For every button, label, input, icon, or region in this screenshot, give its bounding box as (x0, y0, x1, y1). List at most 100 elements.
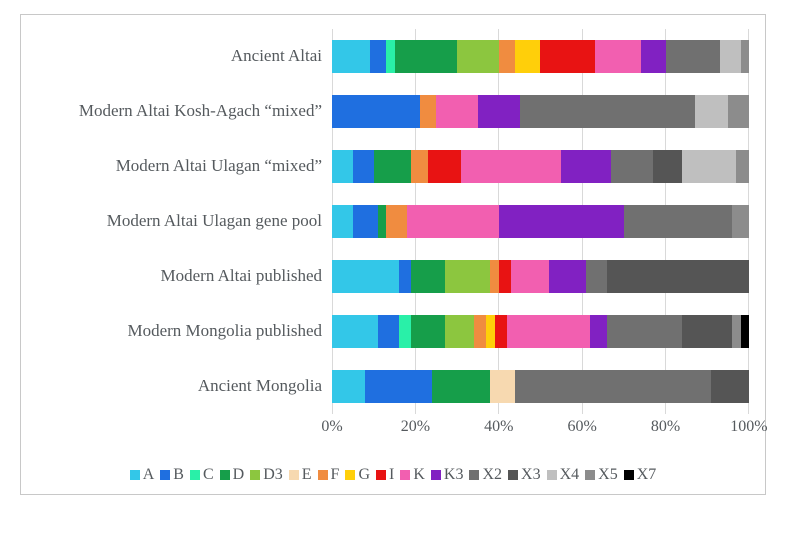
legend-item-F: F (318, 466, 340, 484)
bar-segment-X5 (728, 95, 749, 128)
bar-segment-D3 (457, 40, 499, 73)
legend-item-X5: X5 (585, 466, 618, 484)
bar-track (332, 249, 749, 304)
bar-segment-A (332, 315, 378, 348)
bar-segment-X2 (586, 260, 607, 293)
bar-segment-D (395, 40, 458, 73)
bar-segment-X4 (695, 95, 728, 128)
legend-item-X2: X2 (469, 466, 502, 484)
legend-item-D3: D3 (250, 466, 283, 484)
legend-item-G: G (345, 466, 370, 484)
bar-segment-X2 (624, 205, 732, 238)
bar-segment-F (474, 315, 487, 348)
stacked-bar (332, 315, 749, 348)
legend-item-K3: K3 (431, 466, 464, 484)
legend-swatch (469, 470, 479, 480)
bar-track (332, 84, 749, 139)
bar-segment-F (386, 205, 407, 238)
plot-row: Ancient AltaiModern Altai Kosh-Agach “mi… (37, 29, 749, 414)
bar-segment-X3 (607, 260, 749, 293)
bar-segment-B (365, 370, 432, 403)
legend-label: B (173, 466, 184, 484)
legend-label: D (233, 466, 245, 484)
bar-segment-X5 (732, 315, 740, 348)
legend-swatch (130, 470, 140, 480)
bar-segment-K (461, 150, 561, 183)
bar-segment-I (499, 260, 512, 293)
legend-swatch (220, 470, 230, 480)
bar-segment-D (411, 315, 444, 348)
bar-segment-X5 (732, 205, 749, 238)
legend-label: X4 (560, 466, 580, 484)
bar-segment-X2 (520, 95, 695, 128)
category-label: Modern Altai Kosh-Agach “mixed” (79, 84, 322, 139)
bar-segment-K3 (590, 315, 607, 348)
bar-segment-A (332, 40, 370, 73)
bar-segment-C (386, 40, 394, 73)
legend-label: A (143, 466, 155, 484)
bars-container (332, 29, 749, 414)
legend-swatch (431, 470, 441, 480)
bar-segment-K3 (641, 40, 666, 73)
bar-track (332, 29, 749, 84)
bar-segment-B (332, 95, 420, 128)
legend-swatch (318, 470, 328, 480)
bar-segment-A (332, 370, 365, 403)
bar-segment-X4 (682, 150, 736, 183)
bar-segment-K3 (478, 95, 520, 128)
bar-segment-G (486, 315, 494, 348)
bar-track (332, 359, 749, 414)
bar-segment-K3 (499, 205, 624, 238)
legend-item-X4: X4 (547, 466, 580, 484)
bar-segment-X3 (682, 315, 732, 348)
stacked-bar (332, 40, 749, 73)
bar-segment-F (420, 95, 437, 128)
bar-segment-X7 (741, 315, 749, 348)
legend-swatch (400, 470, 410, 480)
bar-segment-X2 (666, 40, 720, 73)
bar-segment-D3 (445, 260, 491, 293)
bar-segment-K3 (561, 150, 611, 183)
stacked-bar (332, 260, 749, 293)
bar-segment-F (411, 150, 428, 183)
bar-segment-E (490, 370, 515, 403)
bar-segment-C (399, 315, 412, 348)
legend-item-K: K (400, 466, 425, 484)
legend-swatch (289, 470, 299, 480)
bar-segment-X2 (607, 315, 682, 348)
category-label: Modern Altai Ulagan “mixed” (116, 139, 322, 194)
legend: ABCDD3EFGIKK3X2X3X4X5X7 (37, 466, 749, 484)
bar-segment-K (511, 260, 549, 293)
chart-frame: Ancient AltaiModern Altai Kosh-Agach “mi… (20, 14, 766, 495)
bar-segment-D (378, 205, 386, 238)
bar-segment-A (332, 150, 353, 183)
legend-label: D3 (263, 466, 283, 484)
bar-segment-B (353, 150, 374, 183)
bar-segment-A (332, 205, 353, 238)
bar-segment-K (436, 95, 478, 128)
legend-item-E: E (289, 466, 312, 484)
legend-label: K3 (444, 466, 464, 484)
legend-swatch (624, 470, 634, 480)
legend-swatch (345, 470, 355, 480)
category-label: Modern Altai published (161, 249, 322, 304)
legend-item-X3: X3 (508, 466, 541, 484)
legend-swatch (250, 470, 260, 480)
bar-segment-X3 (711, 370, 749, 403)
bar-segment-D (374, 150, 412, 183)
legend-label: K (413, 466, 425, 484)
bar-segment-B (399, 260, 412, 293)
legend-label: F (331, 466, 340, 484)
bar-segment-K (595, 40, 641, 73)
legend-swatch (160, 470, 170, 480)
bar-segment-X5 (736, 150, 749, 183)
bar-segment-X4 (720, 40, 741, 73)
bar-track (332, 194, 749, 249)
legend-label: C (203, 466, 214, 484)
legend-label: X2 (482, 466, 502, 484)
legend-label: E (302, 466, 312, 484)
legend-swatch (376, 470, 386, 480)
bar-segment-D (411, 260, 444, 293)
bar-track (332, 139, 749, 194)
bar-segment-I (495, 315, 508, 348)
